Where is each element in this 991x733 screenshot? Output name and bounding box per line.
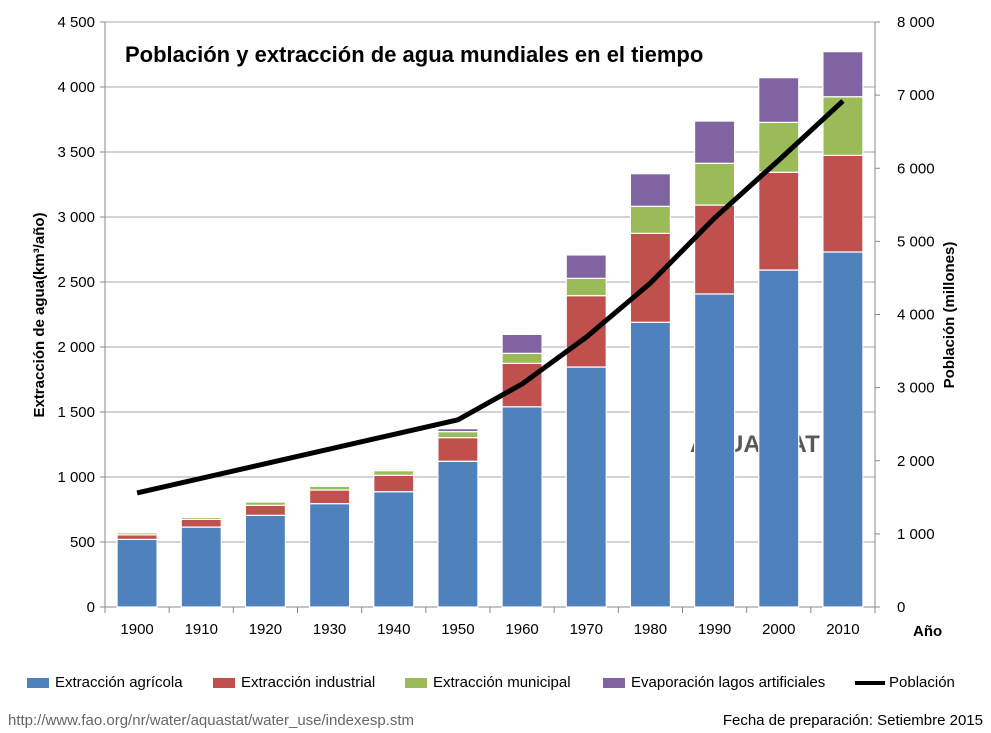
bar-2-1990 (693, 162, 736, 206)
bar-0-1980 (629, 321, 672, 608)
bar-1-1970 (565, 295, 607, 368)
y2-tick-label: 3 000 (897, 380, 935, 397)
y2-tick-label: 4 000 (897, 307, 935, 324)
legend-label: Población (889, 674, 955, 691)
legend-swatch (27, 677, 49, 688)
y2-axis-label: Población (millones) (941, 242, 958, 389)
bar-0-2000 (758, 269, 800, 608)
x-tick-label: 1920 (249, 621, 282, 638)
bar-3-2000 (758, 77, 800, 123)
bar-1-1930 (308, 489, 351, 505)
y2-tick-label: 1 000 (897, 526, 935, 543)
legend-label: Evaporación lagos artificiales (631, 674, 826, 691)
bar-1-2000 (758, 171, 800, 271)
bar-3-1970 (565, 254, 607, 279)
x-axis-label: Año (913, 623, 942, 640)
bar-0-1970 (565, 366, 607, 608)
bar-0-1940 (373, 491, 415, 608)
source-url: http://www.fao.org/nr/water/aquastat/wat… (8, 712, 415, 729)
bar-0-1900 (116, 538, 158, 608)
bar-2-1960 (501, 352, 543, 364)
bar-2-1980 (629, 205, 672, 234)
x-tick-label: 1900 (120, 621, 153, 638)
population-line (136, 99, 845, 496)
bar-2-1940 (373, 470, 415, 476)
x-tick-label: 1940 (377, 621, 410, 638)
y2-tick-label: 6 000 (897, 160, 935, 177)
bar-0-1960 (501, 406, 543, 608)
bar-1-1900 (116, 534, 158, 540)
legend-item: Extracción municipal (405, 674, 571, 691)
legend-swatch (405, 677, 427, 688)
bar-2-1970 (565, 277, 607, 297)
y2-tick-label: 2 000 (897, 453, 935, 470)
bar-0-1910 (180, 526, 222, 608)
y-tick-label: 1 500 (57, 404, 95, 421)
preparation-date: Fecha de preparación: Setiembre 2015 (722, 712, 983, 729)
legend: Extracción agrícola Extracción industrial… (0, 674, 991, 694)
x-tick-label: 1930 (313, 621, 346, 638)
legend-label: Extracción agrícola (55, 674, 183, 691)
y-tick-label: 0 (87, 599, 95, 616)
x-tick-label: 1990 (698, 621, 731, 638)
y-tick-label: 4 000 (57, 79, 95, 96)
y-tick-label: 3 500 (57, 144, 95, 161)
legend-label: Extracción industrial (241, 674, 376, 691)
bar-1-2010 (822, 154, 864, 253)
bar-3-1960 (501, 333, 543, 354)
legend-item: Extracción industrial (213, 674, 375, 691)
x-tick-label: 2000 (762, 621, 795, 638)
bar-3-1980 (629, 173, 672, 207)
y-tick-label: 3 000 (57, 209, 95, 226)
bar-3-1990 (693, 120, 736, 164)
bar-3-2010 (822, 51, 864, 98)
bar-0-1930 (308, 503, 351, 608)
legend-item: Población (855, 674, 955, 691)
y-tick-label: 1 000 (57, 469, 95, 486)
bar-0-1950 (437, 460, 479, 608)
x-tick-label: 2010 (826, 621, 859, 638)
x-tick-label: 1970 (570, 621, 603, 638)
legend-swatch (213, 677, 235, 688)
y2-tick-label: 8 000 (897, 14, 935, 31)
legend-item: Evaporación lagos artificiales (603, 674, 825, 691)
y-tick-label: 2 000 (57, 339, 95, 356)
bar-2-1950 (437, 431, 479, 439)
x-tick-label: 1950 (441, 621, 474, 638)
bar-3-1940 (373, 468, 415, 472)
legend-label: Extracción municipal (433, 674, 571, 691)
bar-1-1980 (629, 232, 672, 323)
legend-swatch (603, 677, 625, 688)
x-tick-label: 1910 (185, 621, 218, 638)
bar-0-1920 (244, 514, 287, 608)
chart-title: Población y extracción de agua mundiales… (125, 42, 703, 67)
bar-3-1950 (437, 428, 479, 433)
bar-0-2010 (822, 251, 864, 608)
bar-1-1940 (373, 474, 415, 493)
y-tick-label: 2 500 (57, 274, 95, 291)
legend-swatch (855, 680, 885, 685)
x-tick-label: 1980 (634, 621, 667, 638)
bar-1-1920 (244, 504, 287, 516)
y-tick-label: 500 (70, 534, 95, 551)
bar-1-1950 (437, 437, 479, 462)
bar-2-2010 (822, 96, 864, 156)
y2-tick-label: 0 (897, 599, 905, 616)
y-axis-label: Extracción de agua(km³/año) (31, 212, 48, 417)
y2-tick-label: 7 000 (897, 87, 935, 104)
bar-1-1910 (180, 518, 222, 528)
legend-item: Extracción agrícola (27, 674, 183, 691)
x-tick-label: 1960 (505, 621, 538, 638)
y-tick-label: 4 500 (57, 14, 95, 31)
y2-tick-label: 5 000 (897, 233, 935, 250)
bar-0-1990 (693, 293, 736, 608)
